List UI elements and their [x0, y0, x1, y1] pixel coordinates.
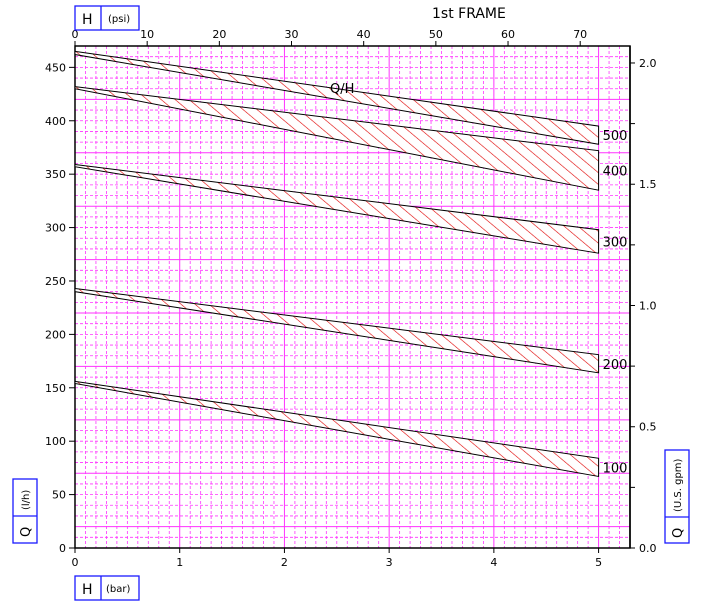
y-right-symbol: Q — [671, 528, 686, 538]
x-bottom-tick-label: 4 — [490, 556, 497, 569]
curve-label-100: 100 — [603, 461, 628, 476]
y-left-tick-label: 100 — [45, 435, 66, 448]
x-top-symbol: H — [82, 12, 93, 28]
x-bottom-tick-label: 0 — [72, 556, 79, 569]
y-left-unit: (l/h) — [21, 490, 32, 510]
y-left-tick-label: 450 — [45, 61, 66, 74]
x-top-tick-label: 40 — [357, 28, 371, 41]
y-left-tick-label: 150 — [45, 382, 66, 395]
y-left-tick-label: 400 — [45, 115, 66, 128]
x-top-tick-label: 60 — [501, 28, 515, 41]
x-bottom-tick-label: 2 — [281, 556, 288, 569]
y-left-tick-label: 250 — [45, 275, 66, 288]
x-top-tick-label: 0 — [72, 28, 79, 41]
axis-ticks: 0 1 2 3 4 50 10 20 30 40 50 60 700501001502002503003… — [45, 28, 657, 569]
x-top-unit: (psi) — [108, 14, 130, 25]
y-left-symbol: Q — [19, 527, 34, 537]
y-left-tick-label: 300 — [45, 222, 66, 235]
y-right-label-box: Q (U.S. gpm) — [664, 449, 690, 544]
curve-band-100 — [74, 380, 600, 478]
y-right-tick-label: 1.0 — [639, 299, 657, 312]
y-left-tick-label: 350 — [45, 168, 66, 181]
y-right-tick-label: 1.5 — [639, 178, 657, 191]
y-left-tick-label: 200 — [45, 328, 66, 341]
curve-label-200: 200 — [603, 358, 628, 373]
x-bottom-tick-label: 3 — [386, 556, 393, 569]
x-bottom-tick-label: 1 — [176, 556, 183, 569]
y-left-label-box: Q (l/h) — [12, 478, 38, 544]
x-bottom-tick-label: 5 — [595, 556, 602, 569]
curve-band-500 — [74, 50, 600, 145]
chart-title: 1st FRAME — [432, 6, 506, 22]
x-bottom-unit: (bar) — [106, 584, 130, 595]
y-right-tick-label: 2.0 — [639, 57, 657, 70]
curve-label-500: 500 — [603, 129, 628, 144]
curve-label-400: 400 — [603, 164, 628, 179]
curve-label-300: 300 — [603, 235, 628, 250]
y-right-unit: (U.S. gpm) — [673, 458, 684, 512]
x-top-tick-label: 10 — [140, 28, 154, 41]
curve-band-300 — [74, 163, 600, 254]
curve-annotation: Q/H — [330, 82, 354, 97]
x-top-tick-label: 20 — [212, 28, 226, 41]
curve-band-400 — [74, 86, 600, 191]
y-right-tick-label: 0.5 — [639, 421, 657, 434]
y-right-tick-label: 0.0 — [639, 542, 657, 555]
x-top-tick-label: 50 — [429, 28, 443, 41]
curve-bands: 500 400 300 200 100 — [74, 50, 628, 478]
y-left-tick-label: 0 — [59, 542, 66, 555]
x-top-label-box: H (psi) — [74, 5, 140, 31]
curve-band-200 — [74, 287, 600, 374]
x-top-tick-label: 30 — [285, 28, 299, 41]
x-bottom-symbol: H — [82, 582, 93, 598]
x-top-tick-label: 70 — [573, 28, 587, 41]
x-bottom-label-box: H (bar) — [74, 575, 140, 601]
y-left-tick-label: 50 — [52, 489, 66, 502]
